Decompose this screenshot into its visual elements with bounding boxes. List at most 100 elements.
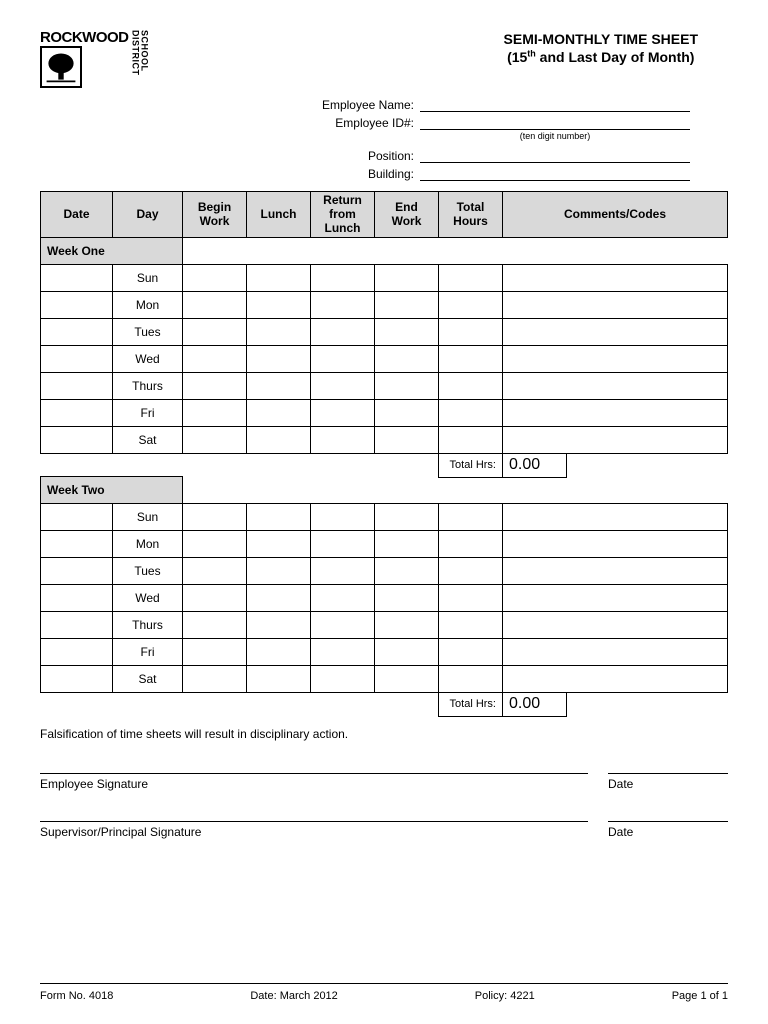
cell-input[interactable] bbox=[247, 666, 311, 693]
cell-input[interactable] bbox=[247, 265, 311, 292]
position-input[interactable] bbox=[420, 147, 690, 163]
cell-input[interactable] bbox=[375, 612, 439, 639]
cell-input[interactable] bbox=[375, 639, 439, 666]
cell-date[interactable] bbox=[41, 346, 113, 373]
cell-input[interactable] bbox=[439, 346, 503, 373]
cell-input[interactable] bbox=[375, 558, 439, 585]
cell-input[interactable] bbox=[311, 666, 375, 693]
sup-sig-date[interactable]: Date bbox=[608, 821, 728, 839]
cell-input[interactable] bbox=[503, 504, 728, 531]
cell-input[interactable] bbox=[311, 639, 375, 666]
cell-input[interactable] bbox=[375, 531, 439, 558]
cell-input[interactable] bbox=[503, 612, 728, 639]
cell-input[interactable] bbox=[503, 319, 728, 346]
cell-input[interactable] bbox=[439, 400, 503, 427]
cell-input[interactable] bbox=[375, 666, 439, 693]
cell-input[interactable] bbox=[439, 639, 503, 666]
cell-date[interactable] bbox=[41, 585, 113, 612]
cell-input[interactable] bbox=[183, 558, 247, 585]
cell-input[interactable] bbox=[503, 585, 728, 612]
cell-input[interactable] bbox=[183, 612, 247, 639]
cell-input[interactable] bbox=[311, 427, 375, 454]
cell-input[interactable] bbox=[247, 400, 311, 427]
cell-input[interactable] bbox=[503, 558, 728, 585]
cell-input[interactable] bbox=[439, 373, 503, 400]
cell-input[interactable] bbox=[439, 427, 503, 454]
cell-input[interactable] bbox=[503, 531, 728, 558]
cell-input[interactable] bbox=[375, 319, 439, 346]
cell-input[interactable] bbox=[311, 612, 375, 639]
cell-input[interactable] bbox=[503, 346, 728, 373]
cell-input[interactable] bbox=[183, 531, 247, 558]
cell-input[interactable] bbox=[311, 319, 375, 346]
cell-input[interactable] bbox=[503, 427, 728, 454]
cell-date[interactable] bbox=[41, 319, 113, 346]
cell-input[interactable] bbox=[183, 504, 247, 531]
cell-input[interactable] bbox=[183, 666, 247, 693]
cell-input[interactable] bbox=[183, 265, 247, 292]
cell-input[interactable] bbox=[183, 585, 247, 612]
cell-input[interactable] bbox=[503, 666, 728, 693]
cell-date[interactable] bbox=[41, 639, 113, 666]
cell-input[interactable] bbox=[311, 558, 375, 585]
sup-signature[interactable]: Supervisor/Principal Signature bbox=[40, 821, 588, 839]
cell-input[interactable] bbox=[311, 585, 375, 612]
cell-input[interactable] bbox=[439, 531, 503, 558]
cell-input[interactable] bbox=[439, 558, 503, 585]
cell-input[interactable] bbox=[375, 400, 439, 427]
cell-date[interactable] bbox=[41, 612, 113, 639]
building-input[interactable] bbox=[420, 165, 690, 181]
cell-input[interactable] bbox=[375, 292, 439, 319]
cell-date[interactable] bbox=[41, 504, 113, 531]
cell-input[interactable] bbox=[375, 504, 439, 531]
cell-input[interactable] bbox=[247, 639, 311, 666]
cell-input[interactable] bbox=[375, 427, 439, 454]
emp-sig-date[interactable]: Date bbox=[608, 773, 728, 791]
cell-input[interactable] bbox=[375, 373, 439, 400]
cell-input[interactable] bbox=[503, 373, 728, 400]
cell-input[interactable] bbox=[311, 373, 375, 400]
cell-input[interactable] bbox=[247, 558, 311, 585]
cell-input[interactable] bbox=[503, 639, 728, 666]
cell-input[interactable] bbox=[183, 319, 247, 346]
cell-date[interactable] bbox=[41, 666, 113, 693]
cell-input[interactable] bbox=[183, 346, 247, 373]
cell-input[interactable] bbox=[183, 373, 247, 400]
cell-input[interactable] bbox=[439, 319, 503, 346]
cell-date[interactable] bbox=[41, 373, 113, 400]
cell-input[interactable] bbox=[311, 531, 375, 558]
cell-input[interactable] bbox=[439, 265, 503, 292]
emp-name-input[interactable] bbox=[420, 96, 690, 112]
cell-input[interactable] bbox=[439, 666, 503, 693]
cell-input[interactable] bbox=[183, 292, 247, 319]
cell-input[interactable] bbox=[503, 292, 728, 319]
cell-date[interactable] bbox=[41, 265, 113, 292]
cell-input[interactable] bbox=[439, 292, 503, 319]
cell-input[interactable] bbox=[183, 639, 247, 666]
cell-input[interactable] bbox=[247, 504, 311, 531]
cell-date[interactable] bbox=[41, 292, 113, 319]
cell-input[interactable] bbox=[247, 585, 311, 612]
cell-input[interactable] bbox=[247, 531, 311, 558]
cell-input[interactable] bbox=[247, 292, 311, 319]
cell-input[interactable] bbox=[247, 427, 311, 454]
cell-date[interactable] bbox=[41, 558, 113, 585]
cell-input[interactable] bbox=[311, 504, 375, 531]
cell-input[interactable] bbox=[439, 612, 503, 639]
cell-input[interactable] bbox=[247, 346, 311, 373]
cell-input[interactable] bbox=[247, 319, 311, 346]
cell-input[interactable] bbox=[247, 373, 311, 400]
cell-input[interactable] bbox=[311, 292, 375, 319]
emp-id-input[interactable] bbox=[420, 114, 690, 130]
cell-input[interactable] bbox=[503, 400, 728, 427]
cell-input[interactable] bbox=[439, 504, 503, 531]
cell-date[interactable] bbox=[41, 531, 113, 558]
cell-input[interactable] bbox=[247, 612, 311, 639]
cell-input[interactable] bbox=[375, 265, 439, 292]
emp-signature[interactable]: Employee Signature bbox=[40, 773, 588, 791]
cell-input[interactable] bbox=[311, 400, 375, 427]
cell-input[interactable] bbox=[375, 346, 439, 373]
cell-date[interactable] bbox=[41, 427, 113, 454]
cell-input[interactable] bbox=[439, 585, 503, 612]
cell-date[interactable] bbox=[41, 400, 113, 427]
